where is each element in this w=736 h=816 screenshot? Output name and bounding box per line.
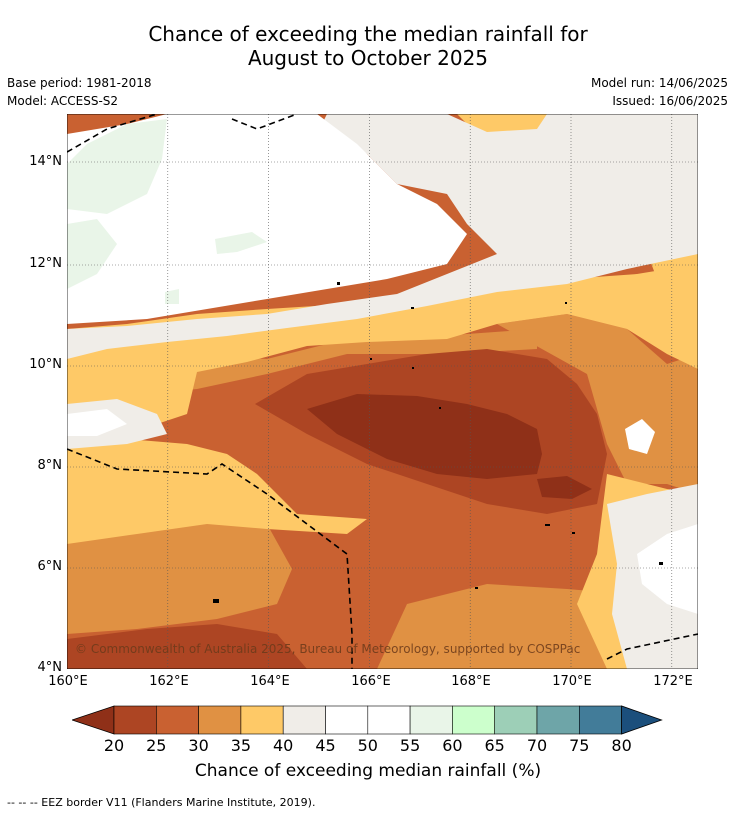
band-30-35-north [127, 329, 537, 394]
colorbar-cell [578, 705, 622, 735]
x-tick: 168°E [451, 674, 491, 689]
colorbar-label: 80 [611, 736, 632, 755]
x-tick: 172°E [653, 674, 693, 689]
band-40-45 [67, 114, 698, 359]
eez-border [67, 114, 698, 669]
colorbar-extend-low [72, 705, 115, 735]
colorbar-extend-high [621, 705, 663, 735]
colorbar-cell [325, 705, 369, 735]
colorbar-label: 70 [526, 736, 548, 755]
y-tick: 14°N [29, 154, 62, 169]
colorbar-cell [198, 705, 242, 735]
y-tick: 6°N [37, 559, 63, 574]
colorbar-cell [409, 705, 453, 735]
issued-date: Issued: 16/06/2025 [612, 94, 728, 108]
meta-left: Base period: 1981-2018 Model: ACCESS-S2 [7, 74, 152, 110]
colorbar-cell [240, 705, 284, 735]
graticule [67, 114, 698, 669]
rainfall-map[interactable]: © Commonwealth of Australia 2025, Bureau… [67, 114, 698, 669]
model-name: Model: ACCESS-S2 [7, 94, 119, 108]
band-35-40-west [67, 439, 367, 544]
band-45-55-north [67, 114, 467, 324]
meta-right: Model run: 14/06/2025 Issued: 16/06/2025 [591, 74, 728, 110]
colorbar [72, 705, 663, 735]
colorbar-cell [113, 705, 157, 735]
x-tick: 162°E [149, 674, 189, 689]
y-tick: 10°N [29, 357, 62, 372]
colorbar-cell [367, 705, 411, 735]
x-tick: 170°E [552, 674, 592, 689]
band-30-35-south [377, 584, 627, 669]
colorbar-label: 30 [188, 736, 209, 755]
band-45-55-islet [625, 419, 655, 454]
colorbar-label: 55 [399, 736, 421, 755]
colorbar-title: Chance of exceeding median rainfall (%) [194, 761, 542, 781]
eez-footer-note: -- -- -- EEZ border V11 (Flanders Marine… [7, 796, 316, 809]
islands [213, 282, 663, 603]
colorbar-label: 20 [103, 736, 125, 755]
colorbar-cell [494, 705, 538, 735]
colorbar-label: 35 [230, 736, 252, 755]
band-25-30-south [67, 624, 307, 669]
colorbar-label: 65 [484, 736, 505, 755]
colorbar-label: 40 [273, 736, 294, 755]
colorbar-cell [452, 705, 495, 735]
x-tick: 166°E [351, 674, 391, 689]
title-line-1: Chance of exceeding the median rainfall … [148, 22, 588, 46]
y-tick: 12°N [29, 256, 62, 271]
colorbar-cell [156, 705, 199, 735]
x-tick: 160°E [48, 674, 88, 689]
title-line-2: August to October 2025 [247, 46, 489, 70]
colorbar-label: 50 [357, 736, 378, 755]
band-55-60 [67, 119, 267, 304]
colorbar-label: 75 [569, 736, 590, 755]
colorbar-cell [536, 705, 580, 735]
copyright-notice: © Commonwealth of Australia 2025, Bureau… [75, 642, 580, 656]
colorbar-cell [282, 705, 326, 735]
y-tick: 8°N [37, 458, 63, 473]
y-tick: 4°N [37, 660, 63, 675]
model-run: Model run: 14/06/2025 [590, 76, 728, 90]
band-20-25 [307, 394, 592, 499]
band-45-55-east [637, 524, 698, 614]
colorbar-label: 25 [146, 736, 167, 755]
x-tick: 164°E [250, 674, 290, 689]
band-30-35-lower [67, 519, 292, 634]
colorbar-label: 45 [315, 736, 336, 755]
band-45-55-west [67, 409, 127, 436]
band-35-40-top [67, 264, 698, 434]
map-title: Chance of exceeding the median rainfall … [0, 22, 736, 70]
colorbar-label: 60 [442, 736, 463, 755]
base-period: Base period: 1981-2018 [7, 76, 152, 90]
